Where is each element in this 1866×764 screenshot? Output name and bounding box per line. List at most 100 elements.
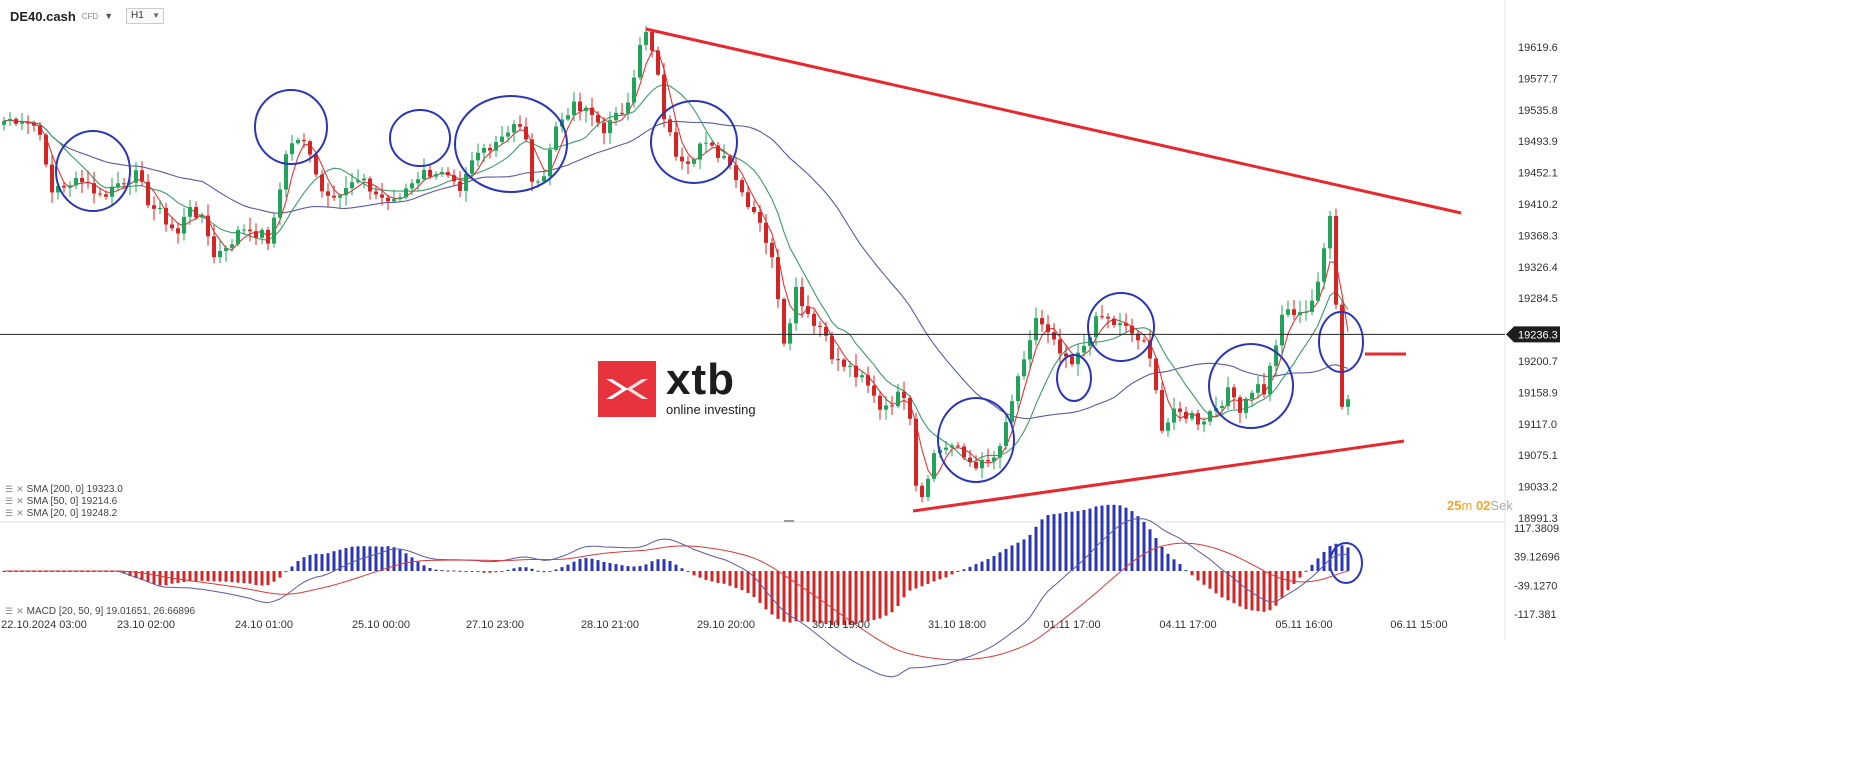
legend-close-icon[interactable]: ✕ [16,484,24,494]
candle [524,117,528,143]
candle-body [422,169,426,180]
candle-body [1340,304,1344,407]
candle-body [788,323,792,344]
candle-body [116,183,120,187]
candle-body [596,114,600,123]
candle [656,46,660,77]
candle-body [368,178,372,192]
macd-histogram-bar [308,554,312,571]
price-tick-label: 19075.1 [1518,450,1558,462]
annotation-circle [1208,343,1294,429]
candle [92,171,96,204]
candle [314,152,318,177]
annotation-circle [254,89,328,165]
macd-histogram-bar [962,569,966,571]
symbol-dropdown-icon[interactable]: ▼ [104,11,114,21]
candle [488,143,492,159]
macd-histogram-bar [122,571,126,574]
candle-body [224,247,228,251]
candle-body [236,229,240,245]
candle-body [1202,421,1206,425]
candle [980,452,984,479]
candle-body [524,126,528,140]
legend-close-icon[interactable]: ✕ [16,496,24,506]
time-tick-label: 24.10 01:00 [235,619,293,631]
macd-histogram-bar [524,567,528,571]
macd-histogram-bar [536,570,540,572]
macd-histogram-bar [896,571,900,607]
legend-settings-icon[interactable]: ☰ [5,508,14,518]
macd-histogram-bar [458,570,462,572]
price-tick-label: 19535.8 [1518,105,1558,117]
macd-histogram-bar [680,568,684,571]
macd-histogram-bar [788,571,792,623]
candle-body [170,224,174,229]
macd-histogram-bar [1292,571,1296,584]
candle-body [212,236,216,258]
macd-histogram-bar [374,546,378,571]
candle-body [728,156,732,166]
macd-histogram-bar [782,571,786,622]
candle-body [782,298,786,344]
candle-body [650,32,654,51]
candle [1202,417,1206,433]
annotation-circle [389,109,451,167]
macd-histogram-bar [1106,504,1110,571]
candle [350,172,354,196]
candle-body [1328,216,1332,249]
candle-body [200,215,204,218]
candle-body [158,207,162,209]
candle-body [932,453,936,479]
timeframe-select[interactable]: H1 ▼ [126,8,164,24]
macd-histogram-bar [872,571,876,620]
legend-settings-icon[interactable]: ☰ [5,606,14,616]
macd-histogram-bar [548,571,552,572]
macd-histogram-bar [1076,511,1080,571]
candle [170,217,174,232]
candle-body [902,391,906,398]
candle [194,201,198,220]
panel-resize-handle[interactable] [784,520,794,522]
timer-minutes-unit: m [1461,498,1473,513]
candle-body [494,142,498,151]
timer-seconds-unit: Sek [1490,498,1513,513]
candle-body [1346,399,1350,407]
candle [848,361,852,377]
candle-body [1022,359,1026,377]
macd-histogram-bar [818,571,822,624]
candle [776,248,780,308]
macd-histogram-bar [860,571,864,623]
candle [392,190,396,204]
candle [1124,313,1128,333]
candle [1118,312,1122,336]
candle-body [488,147,492,151]
macd-histogram-bar [554,569,558,571]
annotations[interactable] [55,27,1462,584]
candle-body [398,197,402,200]
candle [608,111,612,144]
candle-body [164,207,168,225]
price-tick-label: 19619.6 [1518,42,1558,54]
macd-histogram-bar [224,571,228,582]
macd-histogram-bar [230,571,234,583]
macd-histogram-bar [464,571,468,572]
legend-close-icon[interactable]: ✕ [16,606,24,616]
legend-settings-icon[interactable]: ☰ [5,496,14,506]
candle-body [800,286,804,307]
legend-close-icon[interactable]: ✕ [16,508,24,518]
candle-body [272,217,276,244]
timeframe-dropdown-icon[interactable]: ▼ [152,11,160,20]
candle-body [530,139,534,182]
candle-body [548,149,552,177]
candle-body [32,123,36,126]
candle-body [590,107,594,115]
macd-histogram-bar [674,564,678,571]
legend-settings-icon[interactable]: ☰ [5,484,14,494]
candle-body [20,122,24,124]
candle [902,381,906,410]
candle [764,213,768,255]
symbol-label[interactable]: DE40.cash [10,8,76,24]
candle-body [752,207,756,213]
